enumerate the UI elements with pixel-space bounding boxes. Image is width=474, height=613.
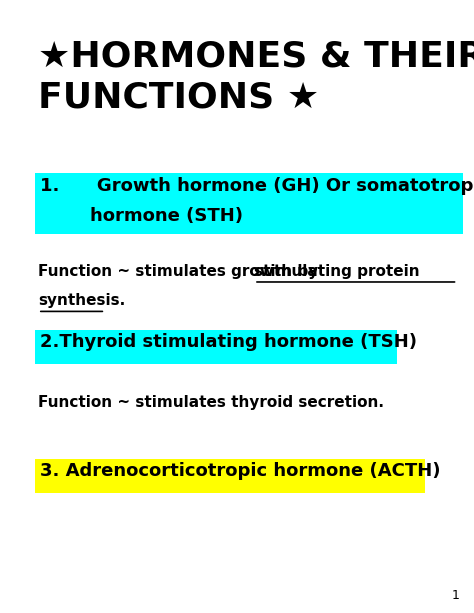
- Text: ★HORMONES & THEIR: ★HORMONES & THEIR: [38, 40, 474, 74]
- Text: 3. Adrenocorticotropic hormone (ACTH): 3. Adrenocorticotropic hormone (ACTH): [40, 462, 441, 480]
- FancyBboxPatch shape: [35, 330, 397, 364]
- Text: hormone (STH): hormone (STH): [40, 207, 243, 224]
- Text: 2.Thyroid stimulating hormone (TSH): 2.Thyroid stimulating hormone (TSH): [40, 333, 417, 351]
- Text: synthesis.: synthesis.: [38, 293, 125, 308]
- Text: 1.      Growth hormone (GH) Or somatotropic: 1. Growth hormone (GH) Or somatotropic: [40, 177, 474, 195]
- Text: 1: 1: [452, 589, 460, 602]
- FancyBboxPatch shape: [35, 173, 463, 234]
- Text: FUNCTIONS ★: FUNCTIONS ★: [38, 81, 319, 115]
- Text: stimulating protein: stimulating protein: [254, 264, 419, 278]
- FancyBboxPatch shape: [35, 459, 425, 493]
- Text: Function ~ stimulates growth by: Function ~ stimulates growth by: [38, 264, 323, 278]
- Text: Function ~ stimulates thyroid secretion.: Function ~ stimulates thyroid secretion.: [38, 395, 384, 410]
